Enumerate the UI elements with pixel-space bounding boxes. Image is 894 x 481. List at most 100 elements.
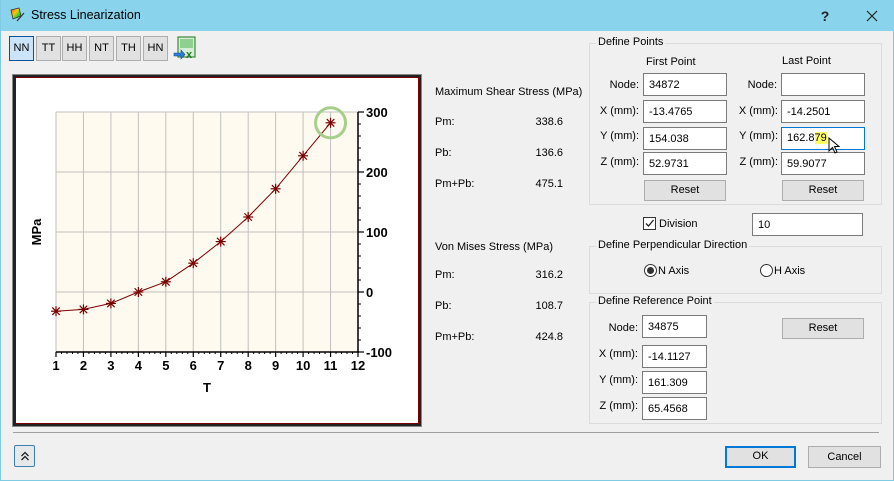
data-point-marker	[325, 117, 336, 128]
last-x-label: X (mm):	[738, 105, 778, 117]
von-mises-pb-value: 108.7	[535, 300, 563, 312]
ok-button[interactable]: OK	[725, 446, 796, 468]
reference-point-title: Define Reference Point	[596, 295, 714, 307]
highlight-circle	[314, 106, 348, 140]
perpendicular-direction-title: Define Perpendicular Direction	[596, 239, 750, 251]
division-input[interactable]	[752, 213, 863, 236]
data-point-marker	[160, 276, 171, 287]
max-shear-title: Maximum Shear Stress (MPa)	[435, 86, 583, 98]
last-point-heading: Last Point	[782, 55, 831, 67]
ref-x-input[interactable]	[642, 345, 707, 368]
x-tick-label: 2	[80, 358, 87, 373]
first-z-label: Z (mm):	[600, 156, 639, 168]
x-tick-label: 9	[272, 358, 279, 373]
x-tick-label: 11	[324, 358, 338, 373]
h-axis-label: H Axis	[774, 265, 806, 277]
n-axis-label: N Axis	[658, 265, 690, 277]
ref-node-label: Node:	[608, 322, 638, 334]
define-points-title: Define Points	[596, 36, 666, 48]
stress-chart: 1 2 3 4 5 6 7 8 9 10 11 12 300 200 100 0 -100 T MPa	[12, 74, 422, 427]
von-mises-pm-label: Pm:	[435, 269, 455, 281]
ref-y-input[interactable]	[642, 371, 707, 394]
x-tick-label: 7	[217, 358, 224, 373]
mouse-cursor-icon	[828, 137, 841, 154]
ref-z-label: Z (mm):	[599, 400, 638, 412]
max-shear-pb-label: Pb:	[435, 147, 452, 159]
app-icon	[10, 7, 25, 22]
last-node-label: Node:	[747, 79, 777, 91]
tab-th[interactable]: TH	[116, 36, 141, 61]
y-tick-label: 100	[366, 225, 388, 240]
first-node-label: Node:	[609, 79, 639, 91]
ref-x-label: X (mm):	[598, 348, 638, 360]
first-node-input[interactable]	[643, 73, 727, 96]
ref-node-input[interactable]	[642, 315, 707, 338]
define-points-group: Define Points	[589, 36, 882, 205]
max-shear-pm-value: 338.6	[535, 116, 563, 128]
max-shear-pb-value: 136.6	[535, 147, 563, 159]
last-point-reset-button[interactable]: Reset	[782, 180, 864, 201]
data-point-marker	[270, 183, 281, 194]
von-mises-title: Von Mises Stress (MPa)	[435, 241, 553, 253]
first-point-reset-button[interactable]: Reset	[644, 180, 726, 201]
von-mises-pmpb-label: Pm+Pb:	[435, 331, 475, 343]
first-point-heading: First Point	[646, 56, 696, 68]
first-x-label: X (mm):	[599, 105, 639, 117]
first-y-input[interactable]	[643, 127, 727, 150]
data-point-marker	[51, 306, 61, 317]
cancel-button[interactable]: Cancel	[808, 446, 881, 468]
max-shear-pmpb-value: 475.1	[535, 178, 563, 190]
help-button[interactable]: ?	[820, 8, 830, 24]
double-chevron-up-icon	[20, 451, 29, 461]
division-checkbox[interactable]	[643, 217, 656, 230]
reference-point-reset-button[interactable]: Reset	[782, 318, 864, 339]
max-shear-pm-label: Pm:	[435, 116, 455, 128]
tab-hn[interactable]: HN	[143, 36, 168, 61]
von-mises-pm-value: 316.2	[535, 269, 563, 281]
svg-text:x: x	[186, 49, 193, 61]
tab-nt[interactable]: NT	[89, 36, 114, 61]
data-point-marker	[215, 236, 226, 247]
last-x-input[interactable]	[781, 100, 865, 123]
ref-z-input[interactable]	[642, 397, 707, 420]
y-tick-label: 300	[366, 105, 388, 120]
data-point-marker	[133, 287, 144, 297]
x-tick-label: 10	[296, 358, 310, 373]
close-icon	[866, 10, 878, 22]
ref-y-label: Y (mm):	[599, 374, 638, 386]
tab-tt[interactable]: TT	[36, 36, 61, 61]
data-point-marker	[243, 212, 254, 222]
von-mises-pmpb-value: 424.8	[535, 331, 563, 343]
first-x-input[interactable]	[643, 100, 727, 123]
x-tick-label: 4	[135, 358, 143, 373]
tab-nn[interactable]: NN	[9, 36, 34, 61]
close-button[interactable]	[855, 3, 889, 29]
collapse-button[interactable]	[14, 445, 35, 467]
last-node-input[interactable]	[781, 73, 865, 96]
x-tick-label: 3	[107, 358, 114, 373]
n-axis-radio[interactable]	[644, 264, 657, 277]
check-icon	[645, 219, 654, 227]
x-axis-label: T	[203, 380, 211, 395]
footer-separator	[13, 432, 879, 433]
x-tick-label: 6	[190, 358, 197, 373]
excel-export-icon[interactable]: x	[173, 36, 197, 62]
last-y-label: Y (mm):	[739, 130, 778, 142]
tab-hh[interactable]: HH	[62, 36, 87, 61]
last-z-label: Z (mm):	[739, 156, 778, 168]
x-tick-label: 1	[52, 358, 59, 373]
title-bar: Stress Linearization ?	[1, 0, 894, 31]
window-title: Stress Linearization	[31, 8, 141, 22]
x-tick-label: 12	[351, 358, 365, 373]
last-y-input[interactable]: 162.879	[781, 127, 865, 150]
h-axis-radio[interactable]	[760, 264, 773, 277]
perpendicular-direction-group: Define Perpendicular Direction	[589, 239, 882, 294]
last-y-selected-text: 79	[814, 132, 827, 144]
data-point-marker	[188, 258, 199, 269]
first-z-input[interactable]	[643, 152, 727, 175]
data-point-marker	[105, 298, 116, 309]
first-y-label: Y (mm):	[600, 130, 639, 142]
last-z-input[interactable]	[781, 152, 865, 175]
